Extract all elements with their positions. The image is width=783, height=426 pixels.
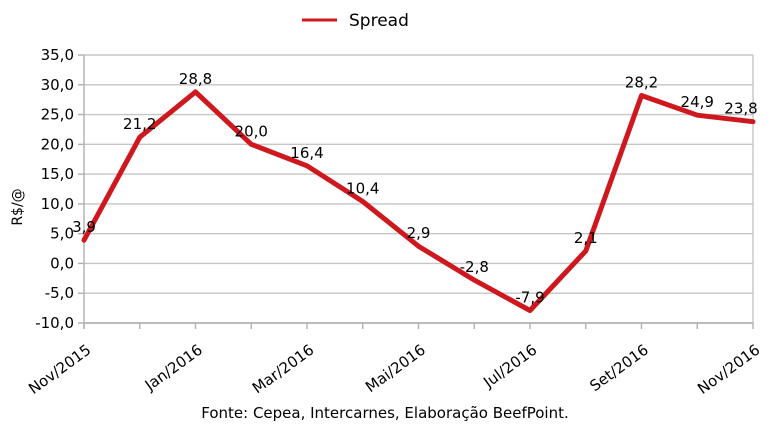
spread-line [81,89,756,313]
x-tick-label: Jan/2016 [141,341,206,395]
data-label: -7,9 [515,288,544,306]
axes [78,54,754,329]
y-tick-label: 25,0 [41,106,74,124]
x-tick-label: Mar/2016 [249,341,317,398]
series [81,89,756,313]
x-tick-label: Set/2016 [586,341,651,395]
data-labels: 3,9 21,2 28,8 20,0 16,4 10,4 2,9 -2,8 -7,9 2,1 28,… [72,70,758,307]
x-tick-label: Nov/2015 [25,341,94,398]
y-tick-label: 30,0 [41,76,74,94]
y-tick-label: 35,0 [41,46,74,64]
y-axis-title: R$/@ [10,188,26,225]
y-tick-label: -10,0 [35,314,74,332]
data-label: 20,0 [235,122,268,140]
x-tick-label: Mai/2016 [362,341,429,396]
x-tick-label: Nov/2016 [694,341,763,398]
data-label: 28,2 [625,73,658,91]
data-label: 21,2 [123,115,156,133]
legend-label: Spread [349,11,409,31]
y-tick-label: 5,0 [50,225,74,243]
data-label: 16,4 [290,144,323,162]
data-label: 3,9 [72,218,96,236]
data-label: 24,9 [681,93,714,111]
legend: Spread [302,11,409,31]
y-tick-label: -5,0 [45,284,74,302]
source-caption: Fonte: Cepea, Intercarnes, Elaboração Be… [201,404,569,422]
x-tick-label: Jul/2016 [479,341,540,392]
y-tick-label: 10,0 [41,195,74,213]
data-label: 23,8 [724,100,757,118]
data-label: 2,1 [574,229,598,247]
data-label: 2,9 [407,224,431,242]
data-label: 10,4 [346,180,379,198]
y-tick-label: 0,0 [50,254,74,272]
data-label: 28,8 [179,70,212,88]
gridlines [84,54,753,324]
y-tick-label: 20,0 [41,135,74,153]
data-label: -2,8 [460,258,489,276]
y-tick-label: 15,0 [41,165,74,183]
